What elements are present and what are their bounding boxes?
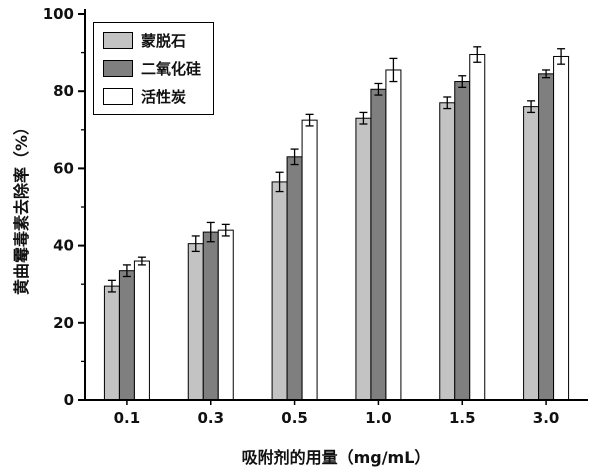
legend-label: 二氧化硅 bbox=[141, 60, 202, 78]
y-tick-label: 80 bbox=[53, 82, 74, 100]
bar bbox=[271, 181, 288, 401]
x-tick-label: 0.3 bbox=[197, 409, 224, 427]
bar bbox=[133, 260, 150, 401]
bar bbox=[370, 88, 387, 401]
legend-label: 活性炭 bbox=[141, 88, 187, 106]
x-axis-label: 吸附剂的用量（mg/mL） bbox=[241, 448, 431, 467]
y-tick-label: 40 bbox=[53, 237, 74, 255]
bar bbox=[439, 102, 456, 401]
bar bbox=[202, 231, 219, 401]
x-tick-label: 0.1 bbox=[114, 409, 141, 427]
bar bbox=[286, 156, 303, 401]
bar bbox=[355, 117, 372, 401]
y-tick-label: 100 bbox=[43, 5, 74, 23]
legend-swatch bbox=[103, 32, 133, 49]
bar bbox=[553, 55, 570, 401]
legend-item: 活性炭 bbox=[103, 86, 201, 107]
bar bbox=[217, 229, 234, 401]
legend-swatch bbox=[103, 88, 133, 105]
bar bbox=[454, 81, 471, 401]
bar bbox=[103, 285, 120, 401]
bar bbox=[385, 69, 402, 401]
legend-swatch bbox=[103, 60, 133, 77]
x-tick-label: 0.5 bbox=[281, 409, 308, 427]
bar bbox=[538, 73, 555, 401]
y-tick-label: 60 bbox=[53, 159, 74, 177]
bar bbox=[523, 106, 540, 401]
legend-item: 二氧化硅 bbox=[103, 58, 201, 79]
legend-label: 蒙脱石 bbox=[141, 32, 187, 50]
legend-item: 蒙脱石 bbox=[103, 30, 201, 51]
bar bbox=[187, 243, 204, 401]
bar bbox=[118, 270, 135, 401]
x-tick-label: 1.5 bbox=[449, 409, 476, 427]
legend: 蒙脱石二氧化硅活性炭 bbox=[93, 22, 215, 115]
x-tick-label: 3.0 bbox=[533, 409, 560, 427]
x-tick-label: 1.0 bbox=[365, 409, 392, 427]
bar bbox=[469, 54, 486, 401]
bar bbox=[301, 119, 318, 401]
y-tick-label: 0 bbox=[64, 391, 74, 409]
y-tick-label: 20 bbox=[53, 314, 74, 332]
